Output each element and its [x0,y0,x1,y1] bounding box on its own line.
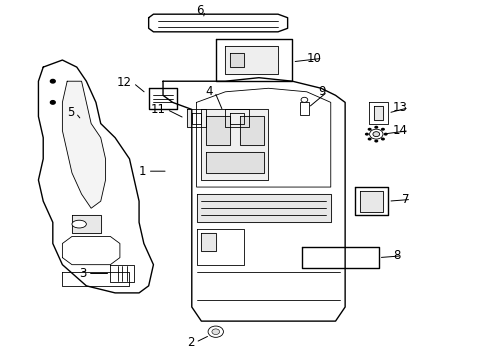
Polygon shape [225,109,249,127]
Polygon shape [302,247,378,268]
Polygon shape [62,237,120,265]
Polygon shape [196,88,330,187]
Polygon shape [148,14,287,32]
Circle shape [367,138,371,140]
Polygon shape [62,81,105,208]
Polygon shape [39,60,153,293]
Polygon shape [368,102,387,123]
Text: 13: 13 [392,101,407,114]
Circle shape [372,132,379,136]
Polygon shape [163,78,345,321]
Polygon shape [196,194,330,222]
Text: 11: 11 [150,103,165,116]
Ellipse shape [72,220,86,228]
Polygon shape [72,215,101,233]
Polygon shape [62,272,129,286]
Circle shape [50,100,55,104]
Circle shape [369,129,382,139]
Polygon shape [225,46,278,74]
Ellipse shape [301,97,307,102]
Polygon shape [206,117,230,145]
Text: 7: 7 [402,193,409,206]
Polygon shape [230,53,244,67]
Bar [299,102,308,115]
Polygon shape [239,117,263,145]
Text: 2: 2 [186,336,194,349]
Text: 14: 14 [392,124,407,137]
Polygon shape [354,187,387,215]
Polygon shape [110,265,134,282]
Circle shape [373,126,378,129]
Polygon shape [201,109,268,180]
Text: 4: 4 [205,85,213,98]
Circle shape [383,132,387,136]
Polygon shape [230,113,244,123]
Polygon shape [359,190,383,212]
Text: 5: 5 [67,107,74,120]
Polygon shape [201,233,215,251]
Text: 12: 12 [117,76,132,90]
Polygon shape [148,88,177,109]
Circle shape [50,80,55,83]
Polygon shape [186,109,206,127]
Polygon shape [191,113,201,123]
Text: 1: 1 [139,165,146,178]
Text: 6: 6 [196,4,203,17]
Text: 3: 3 [79,267,86,280]
Text: 8: 8 [392,249,399,262]
Text: 10: 10 [305,52,321,65]
Circle shape [373,140,378,143]
Circle shape [380,138,384,140]
Circle shape [367,128,371,131]
Circle shape [208,326,223,337]
Circle shape [364,132,368,136]
Polygon shape [373,106,383,120]
Text: 9: 9 [318,85,325,98]
Polygon shape [206,152,263,173]
Circle shape [380,128,384,131]
Polygon shape [215,39,292,81]
Circle shape [211,329,219,334]
Polygon shape [196,229,244,265]
